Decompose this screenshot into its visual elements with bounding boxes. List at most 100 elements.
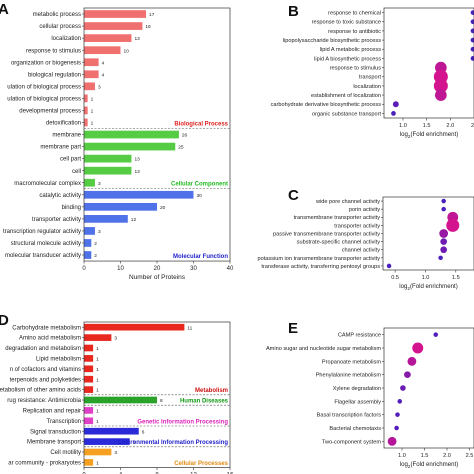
enrichment-point: [446, 218, 460, 232]
panel-letter: E: [288, 320, 298, 337]
x-tick-label: 1.5: [452, 275, 460, 281]
x-axis-label-rest: (Fold enrichment): [410, 131, 458, 138]
x-tick-label: 1.0: [399, 123, 407, 129]
bar-value-label: 3: [98, 229, 101, 235]
bar-value-label: 5: [133, 440, 136, 446]
category-label: response to toxic substance: [312, 20, 381, 26]
enrichment-point: [412, 342, 424, 354]
group-label: Metabolism: [195, 388, 228, 394]
bar-value-label: 20: [160, 205, 166, 211]
category-label: Carbohydrate metabolism: [12, 325, 81, 331]
category-label: developmental process: [19, 109, 81, 115]
bar: [84, 130, 179, 139]
bar: [84, 118, 88, 127]
category-label: transcription regulator activity: [3, 229, 81, 235]
bar: [84, 448, 112, 456]
x-tick-label: 30: [190, 266, 197, 272]
enrichment-point: [470, 10, 474, 15]
bar: [84, 58, 99, 67]
bar-value-label: 16: [145, 24, 151, 30]
x-tick-label: 8: [155, 473, 159, 474]
x-axis-label-rest: (Fold enrichment): [410, 461, 458, 468]
category-label: response to stimulus: [26, 48, 81, 54]
enrichment-point: [404, 371, 411, 379]
category-label: Cell motility: [50, 450, 81, 456]
category-label: lipid A metabolic process: [320, 47, 381, 53]
category-label: molecular transducer activity: [5, 253, 81, 259]
x-tick-label: 4: [119, 473, 123, 474]
bar-value-label: 6: [142, 429, 145, 435]
x-axis-label-sub: 2: [408, 134, 411, 139]
bar: [84, 396, 157, 404]
bar: [84, 190, 194, 199]
category-label: CAMP resistance: [338, 333, 381, 339]
group-label: Genetic Information Processing: [137, 419, 228, 425]
panel-letters: A B C D E: [0, 1, 299, 337]
category-label: localization: [51, 36, 81, 42]
category-label: Metabolism of other amino acids: [0, 388, 81, 394]
bar-value-label: 1: [96, 346, 99, 352]
enrichment-point: [400, 385, 406, 391]
x-axis-label: log2(Fold enrichment): [400, 131, 458, 139]
bar-value-label: 1: [91, 109, 94, 115]
x-tick-label: 0: [82, 266, 86, 272]
bar: [84, 227, 95, 235]
category-label: macromolecular complex: [14, 181, 81, 187]
bar: [84, 46, 121, 55]
bar-value-label: 3: [114, 450, 117, 456]
bar: [84, 22, 143, 30]
category-label: response to stimulus: [330, 66, 382, 72]
bar-value-label: 4: [102, 60, 105, 66]
category-label: carbohydrate derivative biosynthetic pro…: [271, 102, 382, 108]
category-label: organic substance transport: [312, 111, 381, 117]
category-label: lipopolysaccharide biosynthetic process: [283, 38, 381, 44]
x-axis-label-sub: 2: [408, 464, 411, 469]
bar-value-label: 1: [96, 461, 99, 467]
category-label: catalytic activity: [39, 193, 81, 199]
category-label: wide pore channel activity: [315, 199, 380, 205]
category-label: Amino acid metabolism: [19, 336, 81, 342]
category-label: ar community - prokaryotes: [8, 461, 81, 467]
category-label: organization or biogenesis: [11, 60, 81, 66]
category-label: channel activity: [342, 248, 380, 254]
enrichment-point: [397, 399, 403, 404]
category-label: degradation and metabolism: [5, 346, 81, 352]
category-label: detoxification: [46, 121, 81, 127]
bar-value-label: 12: [131, 217, 137, 223]
bar: [84, 386, 94, 393]
panel-letter: A: [0, 1, 9, 18]
x-tick-label: 2.0: [443, 453, 451, 459]
x-tick-label: 2.5: [466, 453, 474, 459]
category-label: Amino sugar and nucleotide sugar metabol…: [266, 346, 381, 352]
category-label: Bacterial chemotaxis: [329, 426, 381, 432]
bar: [84, 323, 185, 331]
bar: [84, 166, 132, 175]
category-label: cellular process: [39, 24, 81, 30]
bar: [84, 251, 92, 259]
category-label: binding: [62, 205, 81, 211]
bar-value-label: 11: [187, 325, 192, 331]
panel-letter: D: [0, 312, 9, 329]
category-label: Propanoate metabolism: [322, 359, 381, 365]
enrichment-point: [433, 332, 439, 337]
x-tick-label: 1.0: [398, 453, 406, 459]
x-axis-label-main: log: [400, 131, 408, 138]
bar-value-label: 1: [96, 388, 99, 394]
bar: [84, 334, 112, 341]
bar: [84, 154, 132, 163]
x-tick-label: 10: [117, 266, 124, 272]
category-label: potassium ion transmembrane transporter …: [258, 256, 381, 262]
category-label: Phenylalanine metabolism: [316, 373, 382, 379]
bar-value-label: 1: [96, 409, 99, 415]
bar: [84, 34, 132, 42]
enrichment-point: [438, 255, 443, 261]
x-tick-label: 1.5: [423, 123, 431, 129]
bar: [84, 94, 88, 103]
group-label: Cellular Component: [171, 182, 228, 188]
x-tick-label: 20: [154, 266, 161, 272]
enrichment-point: [440, 238, 447, 245]
panel-letter: C: [288, 187, 299, 204]
category-label: cell part: [60, 157, 81, 163]
